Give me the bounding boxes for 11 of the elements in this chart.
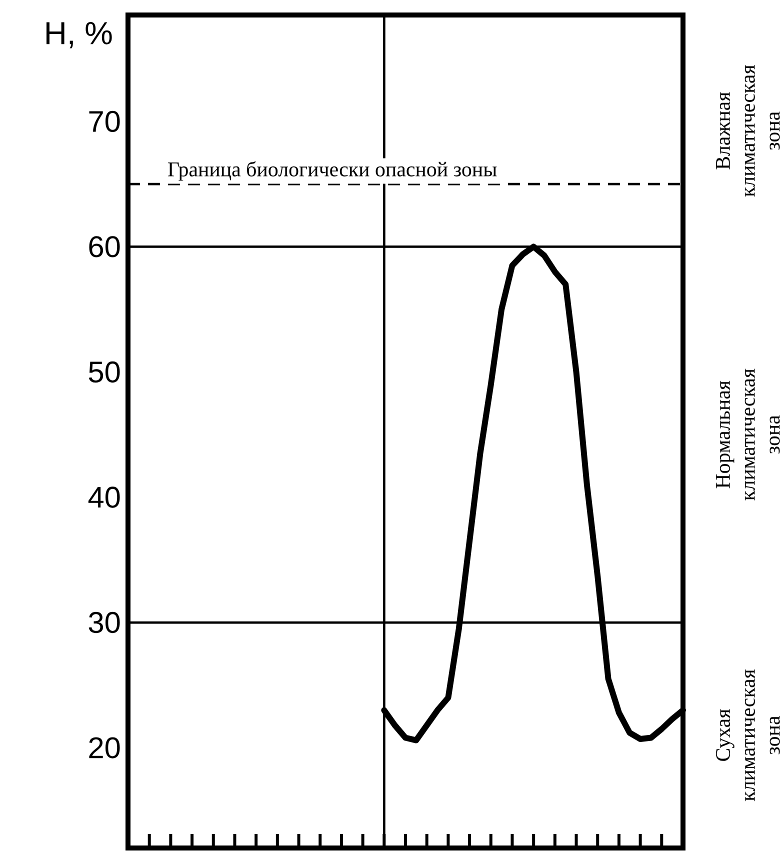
y-tick-label: 70 [89,110,120,132]
y-tick-label: 30 [88,612,120,634]
y-axis-title: H, % [46,22,112,48]
y-tick-label: 50 [88,361,120,383]
y-tick-label: 60 [89,236,120,258]
y-tick-label: 40 [88,486,120,508]
ref-line-label: Граница биологически опасной зоны [168,161,497,181]
y-tick-label: 20 [89,737,120,758]
text: Влажная климатическая зона [716,65,780,197]
text: Сухая климатическая зона [716,669,780,802]
text: Нормальная климатическая зона [716,368,780,500]
